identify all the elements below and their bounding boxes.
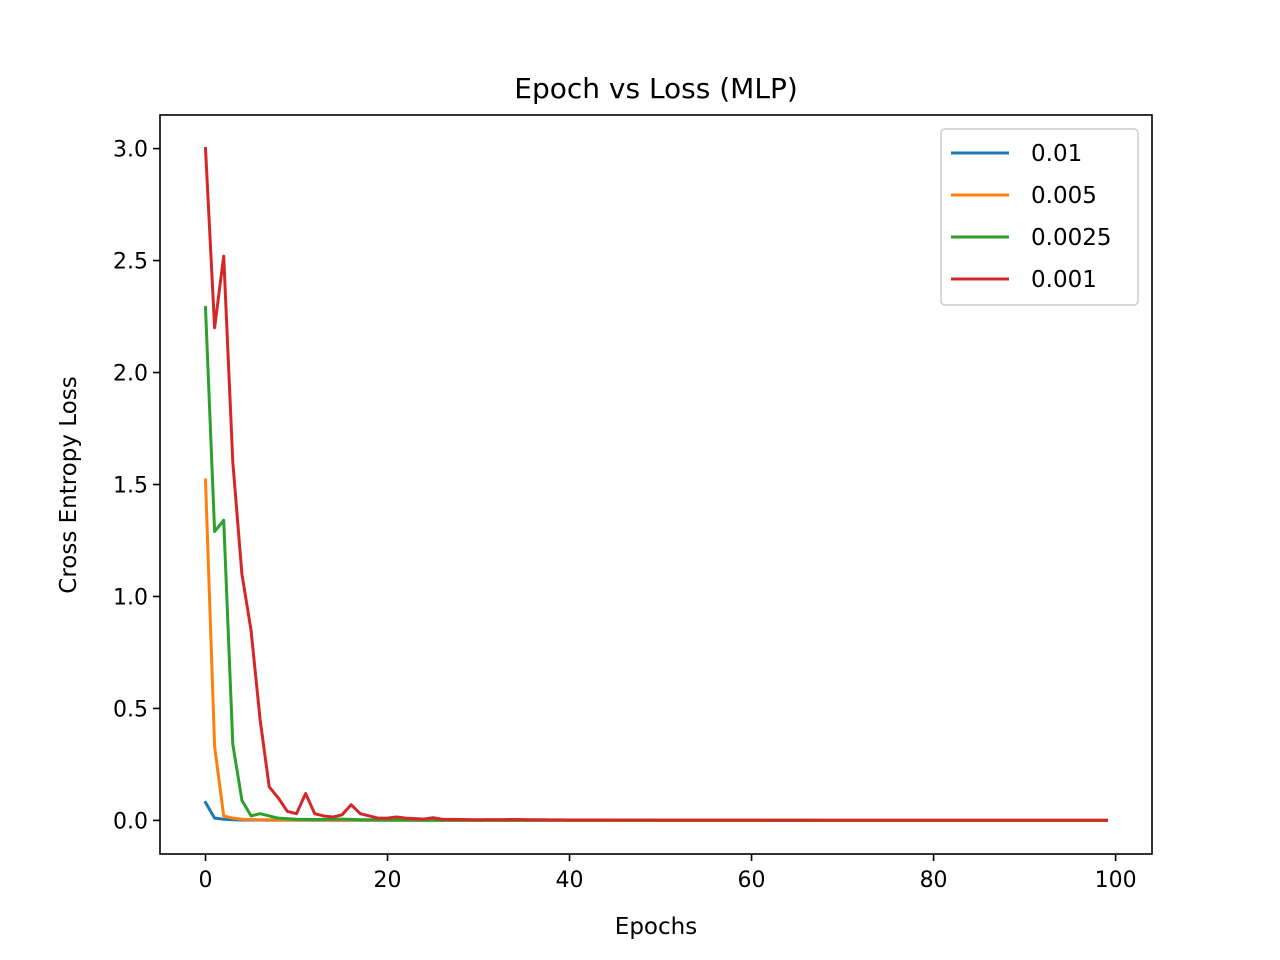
- x-tick-label: 60: [738, 868, 766, 893]
- legend-box: [940, 128, 1139, 306]
- x-tick-label: 100: [1095, 868, 1137, 893]
- y-tick-label: 2.5: [113, 250, 148, 275]
- y-tick-label: 0.0: [113, 809, 148, 834]
- legend-label: 0.001: [1031, 267, 1097, 293]
- y-tick-label: 2.0: [113, 362, 148, 387]
- chart-title: Epoch vs Loss (MLP): [514, 72, 798, 105]
- series-line-0-001: [203, 147, 1108, 822]
- legend: 0.01 0.005 0.0025 0.001: [940, 128, 1139, 306]
- y-tick-label: 3.0: [113, 138, 148, 163]
- series-layer: [203, 147, 1108, 822]
- legend-label: 0.005: [1031, 183, 1097, 209]
- y-axis: 0.0 0.5 1.0 1.5 2.0 2.5 3.0: [113, 138, 160, 834]
- legend-label: 0.0025: [1031, 225, 1111, 251]
- y-tick-label: 1.0: [113, 585, 148, 610]
- legend-label: 0.01: [1031, 141, 1082, 167]
- y-tick-label: 1.5: [113, 474, 148, 499]
- y-tick-label: 0.5: [113, 697, 148, 722]
- y-axis-title: Cross Entropy Loss: [56, 376, 82, 593]
- x-tick-label: 20: [374, 868, 402, 893]
- x-tick-label: 80: [920, 868, 948, 893]
- x-tick-label: 0: [199, 868, 213, 893]
- x-axis: 0 20 40 60 80 100: [199, 854, 1137, 893]
- x-axis-title: Epochs: [615, 914, 697, 940]
- x-tick-label: 40: [556, 868, 584, 893]
